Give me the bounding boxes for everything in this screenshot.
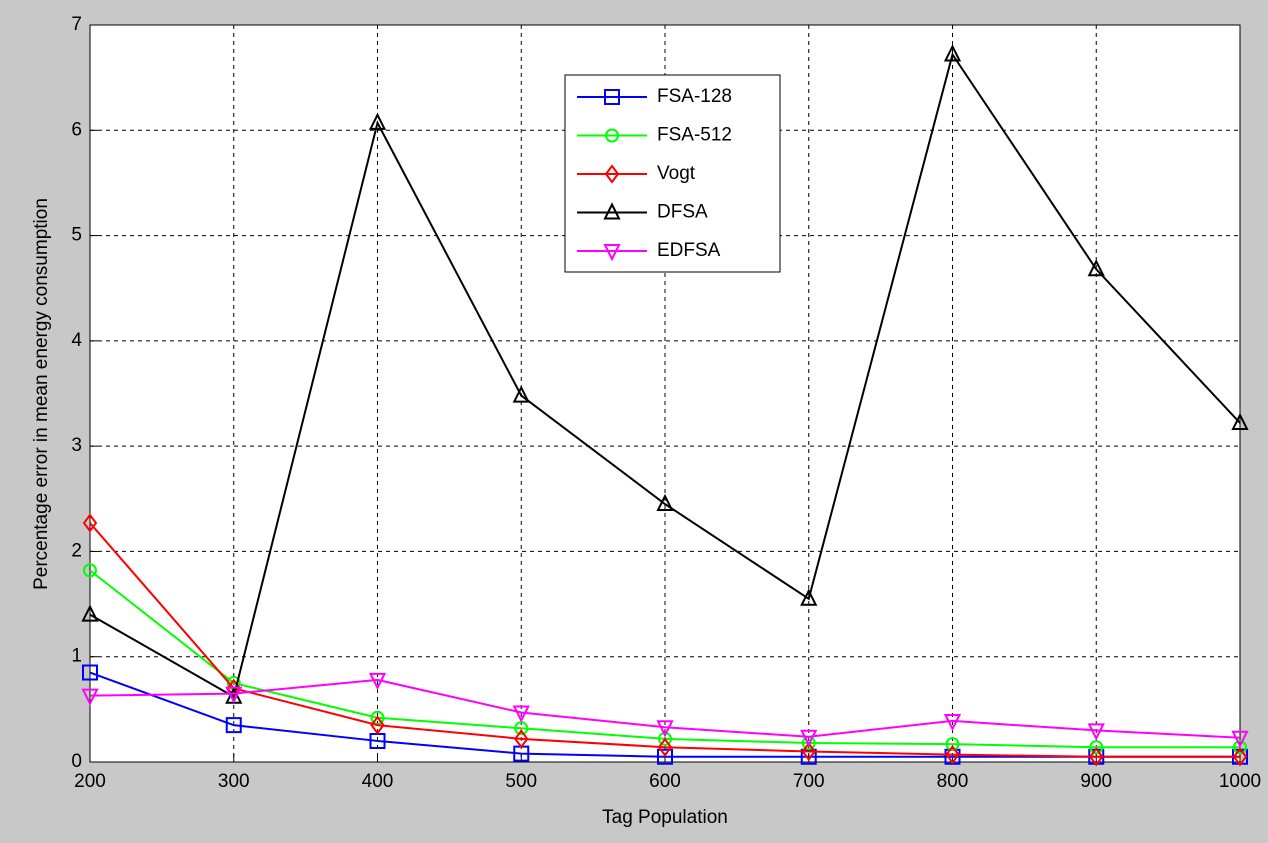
- marker: [1232, 748, 1248, 765]
- marker: [512, 385, 530, 403]
- marker: [658, 731, 672, 746]
- x-tick-label: 900: [1080, 771, 1112, 792]
- marker: [368, 672, 387, 691]
- marker: [225, 717, 242, 734]
- marker: [82, 513, 98, 533]
- y-tick-label: 0: [71, 751, 82, 772]
- x-tick-label: 300: [218, 771, 250, 792]
- marker: [1089, 747, 1104, 767]
- marker: [1233, 740, 1247, 755]
- y-tick-label: 7: [71, 14, 82, 35]
- legend-label: EDFSA: [657, 240, 721, 261]
- marker: [370, 710, 385, 725]
- marker: [604, 164, 620, 184]
- marker: [657, 748, 673, 765]
- marker: [604, 89, 620, 105]
- marker: [514, 729, 529, 749]
- x-tick-label: 400: [362, 771, 394, 792]
- marker: [225, 686, 243, 704]
- x-tick-label: 1000: [1219, 771, 1261, 792]
- y-tick-label: 1: [71, 646, 82, 667]
- marker: [603, 202, 621, 220]
- marker: [800, 588, 818, 606]
- x-tick-label: 500: [505, 771, 537, 792]
- marker: [1088, 748, 1105, 765]
- marker: [1231, 730, 1249, 749]
- marker: [800, 748, 817, 765]
- legend-label: FSA-512: [657, 125, 732, 146]
- y-tick-label: 5: [71, 225, 82, 246]
- marker: [369, 732, 386, 749]
- y-axis-label: Percentage error in mean energy consumpt…: [31, 198, 52, 590]
- marker: [513, 745, 530, 762]
- x-tick-label: 800: [937, 771, 969, 792]
- marker: [368, 112, 387, 130]
- marker: [603, 244, 621, 262]
- y-tick-label: 6: [71, 119, 82, 140]
- legend-label: DFSA: [657, 202, 708, 223]
- marker: [1231, 412, 1249, 430]
- x-tick-label: 700: [793, 771, 825, 792]
- marker: [943, 44, 962, 62]
- marker: [81, 604, 99, 622]
- legend-label: FSA-128: [657, 86, 732, 107]
- marker: [1087, 259, 1105, 277]
- marker: [943, 713, 962, 732]
- marker: [1087, 723, 1105, 741]
- marker: [82, 664, 98, 681]
- x-axis-label: Tag Population: [602, 807, 728, 828]
- marker: [605, 128, 619, 143]
- x-tick-label: 600: [649, 771, 681, 792]
- series-line: [89, 52, 1241, 699]
- marker: [1232, 747, 1248, 767]
- marker: [370, 715, 385, 735]
- y-tick-label: 4: [71, 330, 82, 351]
- marker: [657, 737, 673, 757]
- marker: [656, 493, 674, 512]
- marker: [656, 720, 674, 738]
- marker: [1089, 740, 1104, 755]
- marker: [801, 741, 816, 762]
- y-tick-label: 2: [71, 540, 82, 561]
- marker: [800, 729, 818, 747]
- series-line: [89, 522, 1240, 758]
- marker: [83, 563, 97, 578]
- marker: [945, 744, 960, 765]
- marker: [945, 737, 960, 752]
- x-tick-label: 200: [74, 771, 106, 792]
- legend-label: Vogt: [657, 163, 696, 184]
- y-tick-label: 3: [71, 435, 82, 456]
- axes-box: [89, 24, 1241, 763]
- marker: [512, 705, 530, 723]
- series-line: [89, 678, 1241, 739]
- marker: [81, 688, 99, 706]
